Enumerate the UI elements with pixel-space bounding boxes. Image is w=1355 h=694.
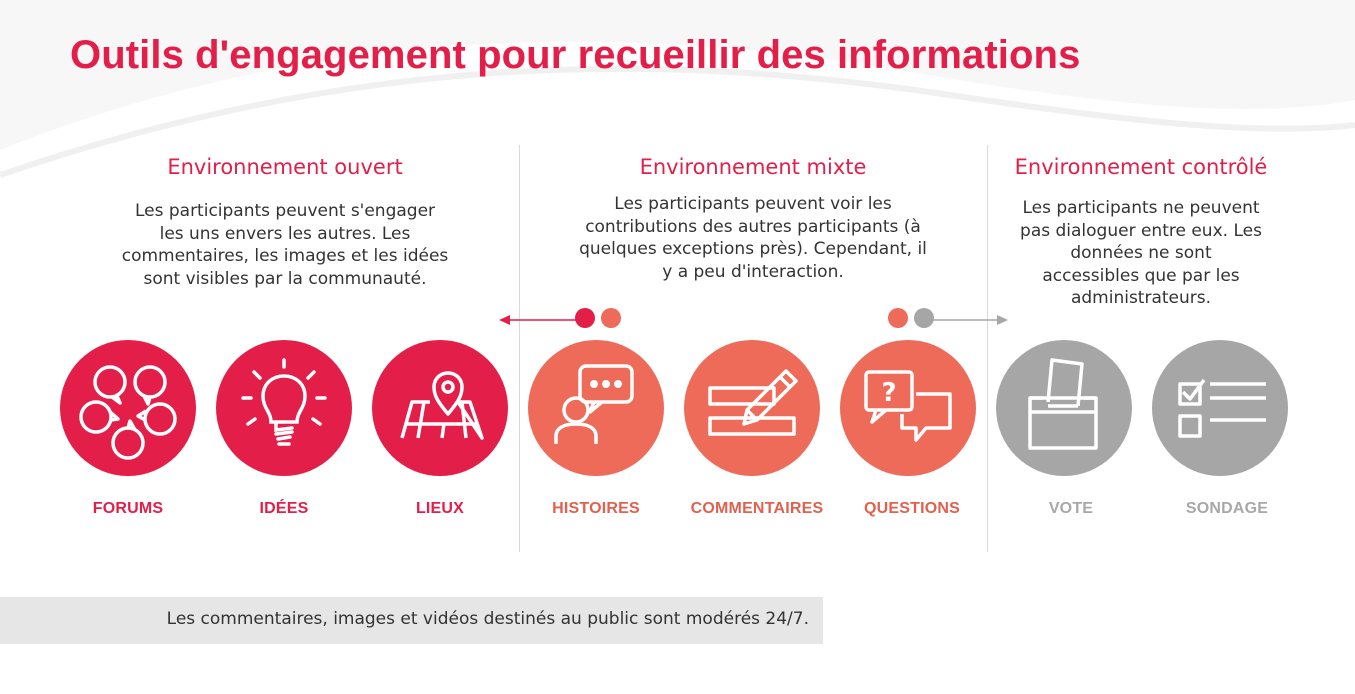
stories-circle[interactable] [528,340,664,476]
right-arrow-icon [932,315,1008,325]
tool-label-stories: HISTOIRES [552,500,640,517]
question-bubbles-icon: ? [864,370,952,442]
survey-checklist-icon [1178,378,1266,438]
description-line: pas dialoguer entre eux. Les [1020,220,1262,241]
section-heading-mixed: Environnement mixte [639,155,867,179]
description-line: Les participants peuvent s'engager [134,201,436,221]
vote-circle[interactable] [996,340,1132,476]
description-line: sont visibles par la communauté. [143,268,427,289]
dot-gray [914,308,934,328]
dot-coral [888,308,908,328]
lightbulb-icon [241,358,327,446]
section-description-open: Les participants peuvent s'engager les u… [95,200,475,290]
description-line: commentaires, les images et les idées [121,246,449,266]
description-line: Les participants ne peuvent [1022,198,1260,218]
person-speech-icon [554,364,634,444]
footer-note-bar: Les commentaires, images et vidéos desti… [0,597,823,644]
divider-left [519,145,520,552]
tool-label-survey: SONDAGE [1185,500,1269,517]
section-heading-controlled: Environnement contrôlé [1014,155,1268,179]
tool-label-questions: QUESTIONS [863,500,961,517]
description-line: quelques exceptions près). Cependant, il [579,239,927,259]
questions-circle[interactable]: ? [840,340,976,476]
svg-text:?: ? [881,378,896,408]
ideas-circle[interactable] [216,340,352,476]
tool-label-forums: FORUMS [92,500,164,517]
section-description-controlled: Les participants ne peuvent pas dialogue… [996,197,1286,310]
section-description-mixed: Les participants peuvent voir les contri… [548,193,958,283]
description-line: administrateurs. [1070,288,1212,308]
tool-label-comments: COMMENTAIRES [690,500,824,517]
description-line: y a peu d'interaction. [662,261,844,282]
description-line: les uns envers les autres. Les [159,223,411,244]
description-line: Les participants peuvent voir les [614,194,892,214]
comments-circle[interactable] [684,340,820,476]
page-title: Outils d'engagement pour recueillir des … [70,33,1081,77]
description-line: accessibles que par les [1042,265,1240,286]
background-wave [0,0,1355,178]
dot-coral [601,308,621,328]
footer-note: Les commentaires, images et vidéos desti… [166,609,809,629]
tool-label-places: LIEUX [415,500,465,517]
dot-red [575,308,595,328]
left-arrow-icon [499,315,576,325]
map-pin-icon [400,371,484,440]
divider-right [987,145,988,552]
tool-label-ideas: IDÉES [259,500,309,517]
description-line: contributions des autres participants (à [585,216,921,237]
pencil-comment-icon [708,369,798,436]
survey-circle[interactable] [1152,340,1288,476]
description-line: données ne sont [1070,243,1212,263]
places-circle[interactable] [372,340,508,476]
forums-circle[interactable] [60,340,196,476]
speech-bubbles-cycle-icon [79,365,177,460]
tool-label-vote: VOTE [1048,500,1094,517]
ballot-box-icon [1028,358,1098,450]
section-heading-open: Environnement ouvert [167,155,403,179]
